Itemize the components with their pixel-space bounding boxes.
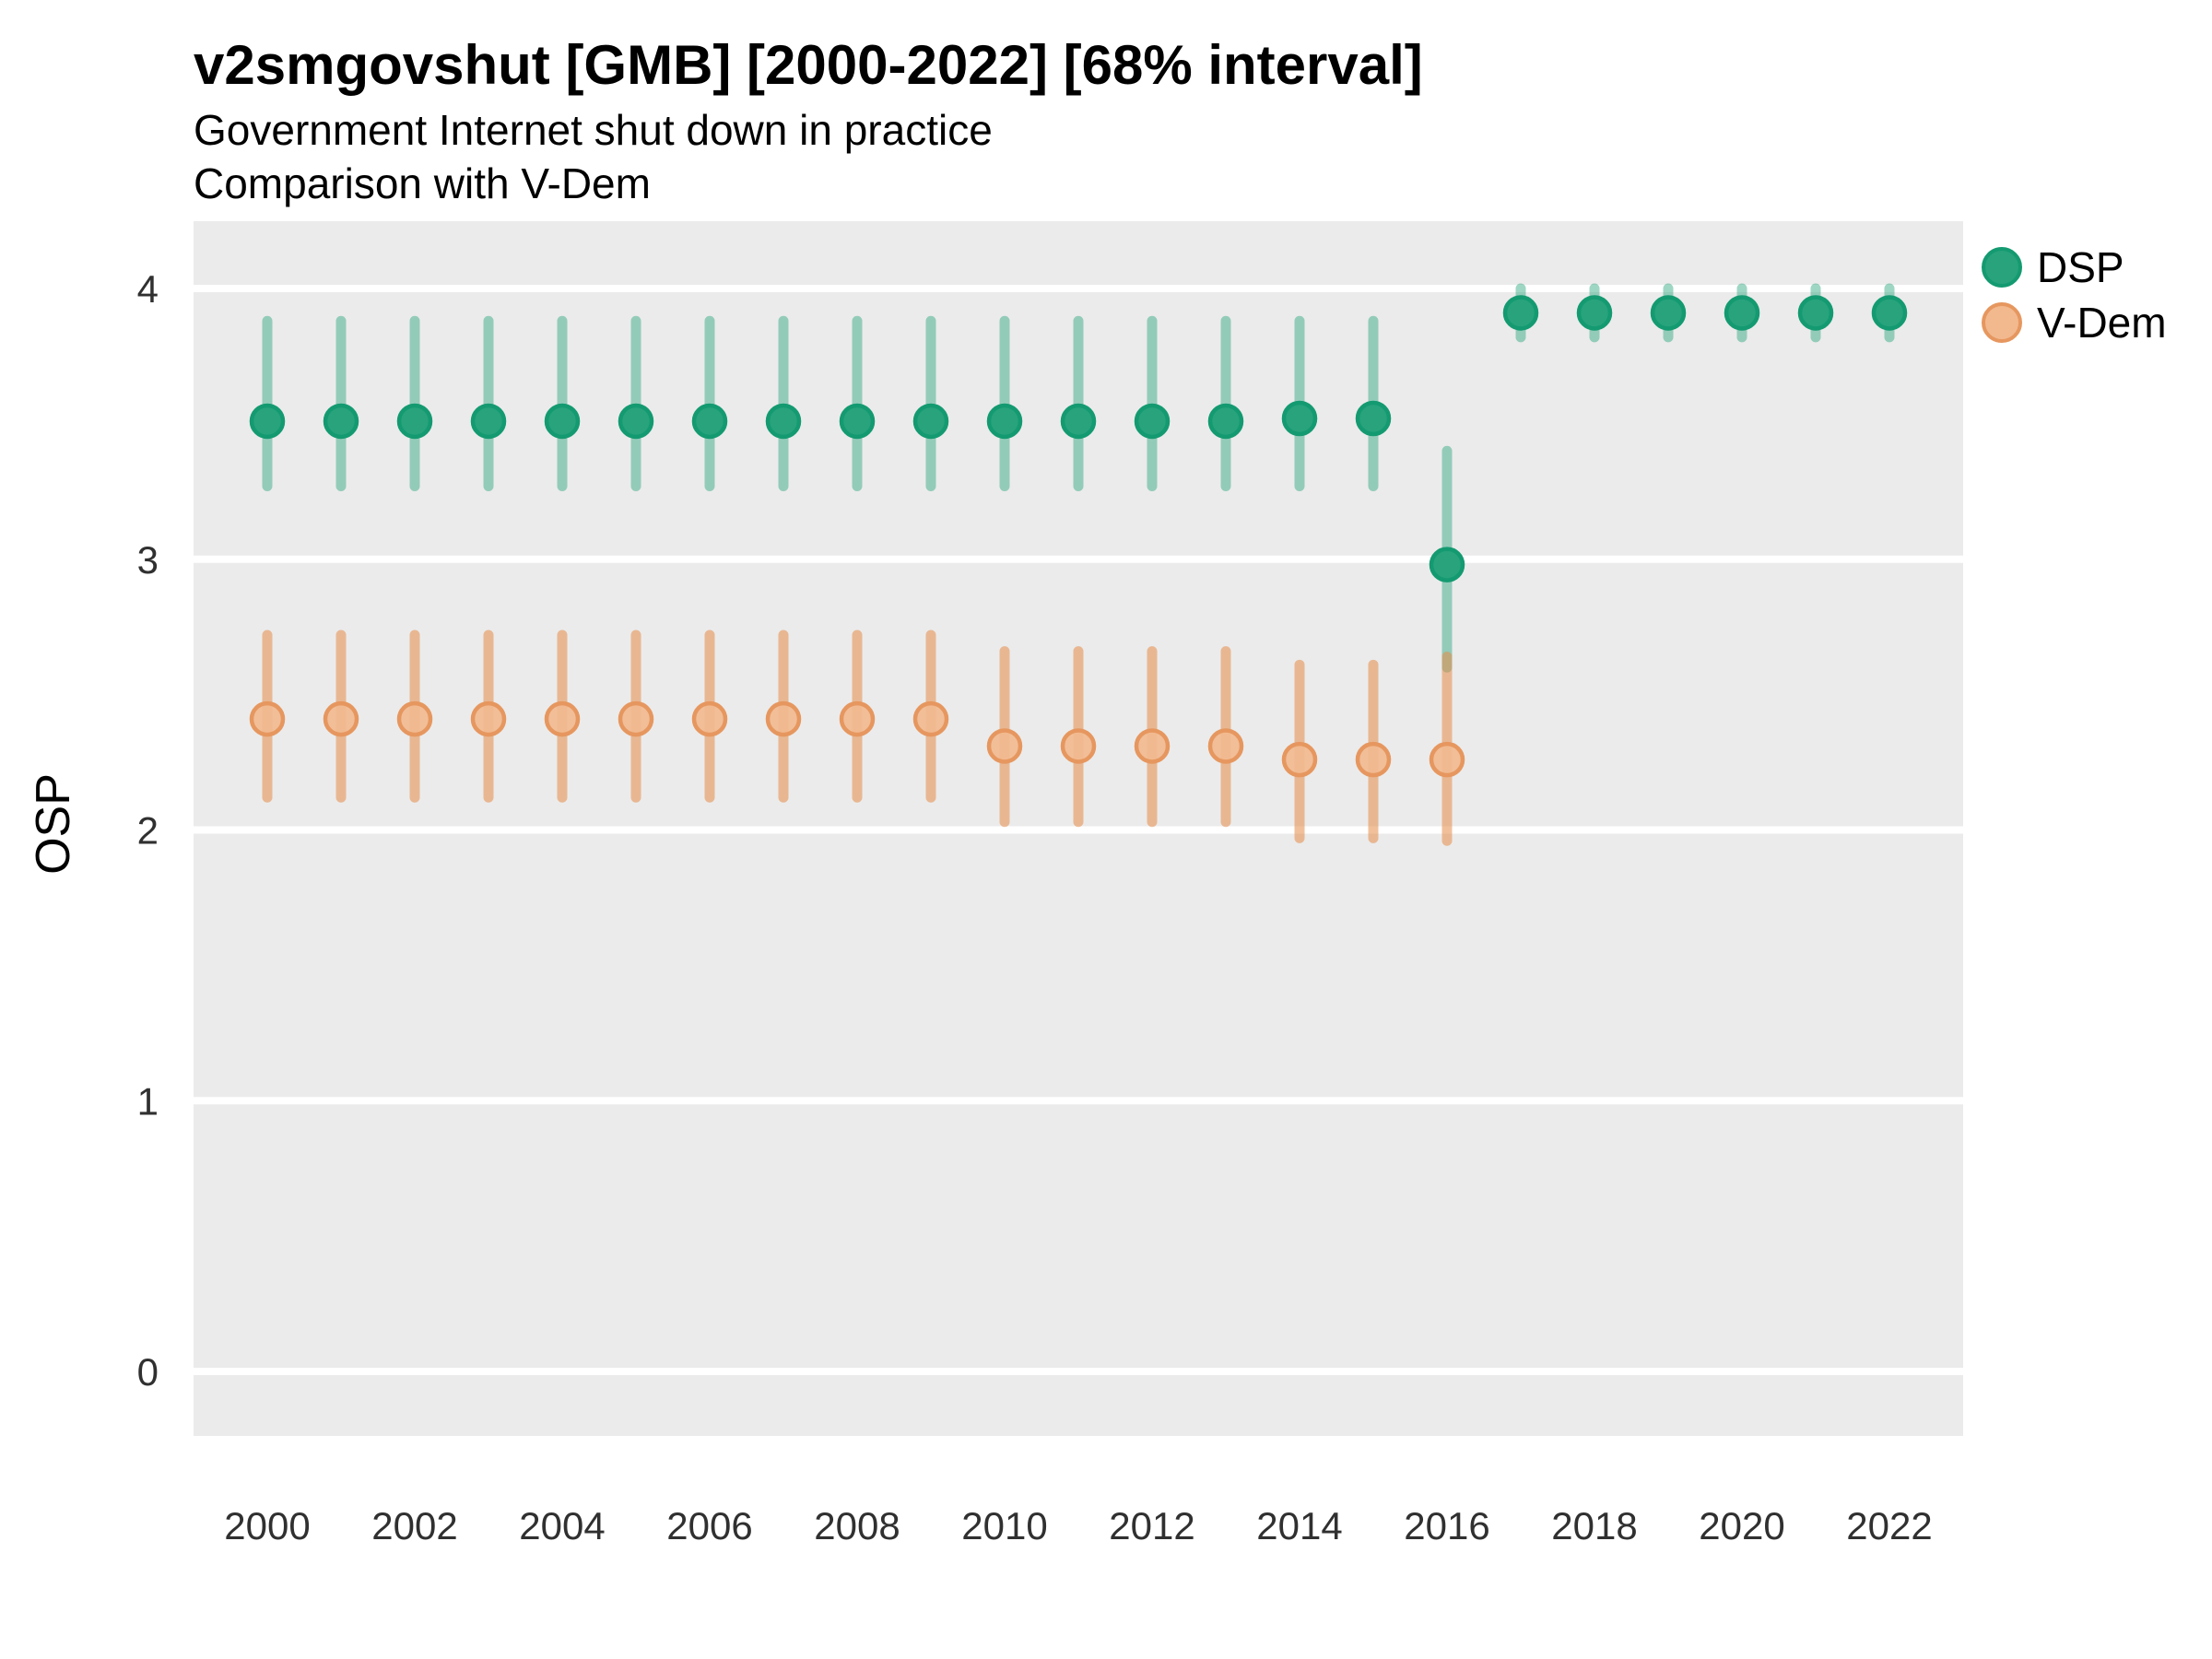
legend-item-vdem: V-Dem [1982,299,2167,347]
dsp-data-point-2022 [1871,295,1908,331]
legend-label-vdem: V-Dem [2037,299,2167,347]
dsp-data-point-2007 [765,403,802,440]
dsp-data-point-2011 [1060,403,1097,440]
dsp-data-point-2020 [1724,295,1760,331]
dsp-data-point-2015 [1355,400,1392,437]
dsp-data-point-2013 [1207,403,1244,440]
dsp-data-point-2014 [1281,400,1318,437]
dsp-data-point-2018 [1576,295,1613,331]
y-tick-label-1: 1 [137,1079,159,1123]
vdem-data-point-2014 [1281,741,1318,778]
x-tick-label-2006: 2006 [666,1504,752,1547]
dsp-data-point-2006 [691,403,728,440]
chart-title: v2smgovshut [GMB] [2000-2022] [68% inter… [194,34,1423,96]
vdem-data-point-2012 [1134,728,1171,764]
legend-item-dsp: DSP [1982,243,2167,291]
x-tick-label-2022: 2022 [1846,1504,1932,1547]
dsp-data-point-2016 [1429,547,1465,582]
vdem-data-point-2004 [544,700,581,737]
x-tick-label-2002: 2002 [371,1504,457,1547]
dsp-data-point-2004 [544,403,581,440]
vdem-data-point-2010 [986,728,1023,764]
x-tick-label-2000: 2000 [224,1504,310,1547]
chart-subtitle-line1: Government Internet shut down in practic… [194,106,993,154]
vdem-data-point-2007 [765,700,802,737]
y-tick-label-4: 4 [137,267,159,311]
x-tick-label-2010: 2010 [961,1504,1047,1547]
vdem-legend-marker-icon [1982,302,2022,343]
dsp-data-point-2021 [1797,295,1834,331]
vdem-data-point-2008 [839,700,876,737]
dsp-data-point-2002 [396,403,433,440]
dsp-data-point-2019 [1650,295,1687,331]
x-tick-label-2004: 2004 [519,1504,605,1547]
legend-label-dsp: DSP [2037,243,2124,291]
x-tick-label-2008: 2008 [814,1504,900,1547]
x-tick-label-2016: 2016 [1404,1504,1489,1547]
vdem-data-point-2015 [1355,741,1392,778]
dsp-data-point-2017 [1502,295,1539,331]
vdem-data-point-2003 [470,700,507,737]
dsp-data-point-2008 [839,403,876,440]
vdem-data-point-2009 [912,700,949,737]
x-tick-label-2020: 2020 [1699,1504,1784,1547]
dsp-data-point-2012 [1134,403,1171,440]
vdem-data-point-2016 [1429,741,1465,778]
vdem-data-point-2002 [396,700,433,737]
dsp-data-point-2001 [323,403,359,440]
dsp-data-point-2005 [618,403,654,440]
chart-subtitle-line2: Comparison with V-Dem [194,159,651,207]
x-tick-label-2012: 2012 [1109,1504,1194,1547]
vdem-data-point-2005 [618,700,654,737]
vdem-data-point-2000 [249,700,286,737]
vdem-data-point-2011 [1060,728,1097,764]
x-tick-label-2014: 2014 [1256,1504,1342,1547]
dsp-data-point-2003 [470,403,507,440]
dsp-legend-marker-icon [1982,247,2022,288]
vdem-data-point-2001 [323,700,359,737]
x-tick-label-2018: 2018 [1551,1504,1637,1547]
legend: DSP V-Dem [1982,243,2167,347]
vdem-data-point-2013 [1207,728,1244,764]
y-tick-label-0: 0 [137,1350,159,1394]
vdem-data-point-2006 [691,700,728,737]
dsp-data-point-2010 [986,403,1023,440]
y-tick-label-3: 3 [137,538,159,582]
y-tick-label-2: 2 [137,809,159,853]
dsp-data-point-2009 [912,403,949,440]
dsp-data-point-2000 [249,403,286,440]
